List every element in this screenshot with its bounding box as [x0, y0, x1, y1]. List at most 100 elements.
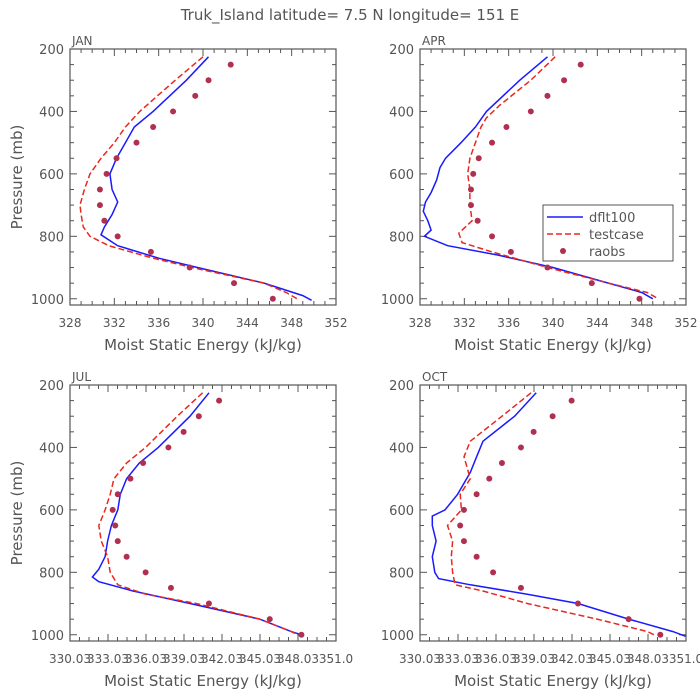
x-tick-label: 348: [280, 316, 303, 330]
data-point-raobs: [574, 600, 581, 607]
x-axis-label: Moist Static Energy (kJ/kg): [454, 336, 652, 354]
data-point-raobs: [473, 553, 480, 560]
data-point-raobs: [467, 186, 474, 193]
x-tick-label: 345.03: [239, 652, 281, 666]
x-axis-label: Moist Static Energy (kJ/kg): [104, 672, 302, 690]
x-axis-label: Moist Static Energy (kJ/kg): [454, 672, 652, 690]
panel-title: JAN: [71, 34, 93, 48]
x-tick-label: 352: [675, 316, 698, 330]
data-point-raobs: [112, 522, 119, 529]
data-point-raobs: [460, 506, 467, 513]
legend-marker-raobs: [560, 248, 566, 254]
panel-apr: [419, 48, 687, 306]
data-point-raobs: [133, 139, 140, 146]
panel-jan: [69, 48, 337, 306]
data-point-raobs: [103, 170, 110, 177]
data-point-raobs: [140, 460, 147, 467]
x-tick-label: 330.03: [399, 652, 441, 666]
x-tick-label: 336: [497, 316, 520, 330]
x-tick-label: 336: [147, 316, 170, 330]
x-tick-label: 348.03: [277, 652, 319, 666]
data-point-raobs: [489, 139, 496, 146]
y-tick-label: 400: [39, 441, 64, 456]
data-point-raobs: [657, 631, 664, 638]
x-tick-label: 328: [409, 316, 432, 330]
data-point-raobs: [150, 124, 157, 131]
x-tick-label: 345.03: [589, 652, 631, 666]
x-tick-label: 333.03: [437, 652, 479, 666]
data-point-raobs: [216, 397, 223, 404]
y-tick-label: 200: [389, 379, 414, 394]
legend-label-raobs: raobs: [589, 245, 626, 260]
data-point-raobs: [147, 248, 154, 255]
data-point-raobs: [475, 155, 482, 162]
data-point-raobs: [165, 444, 172, 451]
data-point-raobs: [114, 491, 121, 498]
data-point-raobs: [549, 413, 556, 420]
data-point-raobs: [167, 584, 174, 591]
data-point-raobs: [460, 538, 467, 545]
legend-label-dflt100: dflt100: [589, 211, 635, 226]
panel-jul: [69, 384, 337, 642]
data-point-raobs: [636, 295, 643, 302]
data-point-raobs: [527, 108, 534, 115]
y-tick-label: 200: [389, 43, 414, 58]
series-line-testcase: [457, 56, 659, 300]
data-point-raobs: [231, 280, 238, 287]
data-point-raobs: [544, 92, 551, 99]
data-point-raobs: [517, 444, 524, 451]
y-tick-label: 800: [39, 230, 64, 245]
y-tick-label: 1000: [31, 629, 64, 644]
y-tick-label: 1000: [381, 629, 414, 644]
y-tick-label: 200: [39, 43, 64, 58]
data-point-raobs: [457, 522, 464, 529]
x-tick-label: 351.0: [319, 652, 353, 666]
data-point-raobs: [577, 61, 584, 68]
panel-oct: [419, 384, 687, 642]
x-tick-label: 344: [586, 316, 609, 330]
panel-title: APR: [422, 34, 446, 48]
y-tick-label: 800: [389, 230, 414, 245]
series-line-dflt100: [100, 56, 312, 301]
x-tick-label: 333.03: [87, 652, 129, 666]
series-line-testcase: [79, 56, 298, 300]
x-axis-label: Moist Static Energy (kJ/kg): [104, 336, 302, 354]
y-tick-label: 200: [39, 379, 64, 394]
data-point-raobs: [530, 428, 537, 435]
x-tick-label: 348.03: [627, 652, 669, 666]
data-point-raobs: [474, 217, 481, 224]
data-point-raobs: [298, 631, 305, 638]
data-point-raobs: [517, 584, 524, 591]
y-tick-label: 1000: [381, 293, 414, 308]
legend-label-testcase: testcase: [589, 228, 644, 243]
data-point-raobs: [205, 600, 212, 607]
x-tick-label: 328: [59, 316, 82, 330]
x-tick-label: 336.03: [475, 652, 517, 666]
data-point-raobs: [205, 77, 212, 84]
data-point-raobs: [269, 295, 276, 302]
y-tick-label: 600: [389, 504, 414, 519]
data-point-raobs: [195, 413, 202, 420]
data-point-raobs: [507, 248, 514, 255]
data-point-raobs: [568, 397, 575, 404]
panel-title: OCT: [422, 370, 448, 384]
x-tick-label: 339.03: [513, 652, 555, 666]
data-point-raobs: [503, 124, 510, 131]
data-point-raobs: [170, 108, 177, 115]
x-tick-label: 340: [542, 316, 565, 330]
data-point-raobs: [489, 233, 496, 240]
x-tick-label: 332: [453, 316, 476, 330]
data-point-raobs: [180, 428, 187, 435]
data-point-raobs: [467, 202, 474, 209]
y-tick-label: 400: [389, 441, 414, 456]
x-tick-label: 348: [630, 316, 653, 330]
data-point-raobs: [109, 506, 116, 513]
data-point-raobs: [123, 553, 130, 560]
data-point-raobs: [114, 233, 121, 240]
data-point-raobs: [266, 616, 273, 623]
x-tick-label: 342.03: [551, 652, 593, 666]
data-point-raobs: [142, 569, 149, 576]
data-point-raobs: [114, 538, 121, 545]
